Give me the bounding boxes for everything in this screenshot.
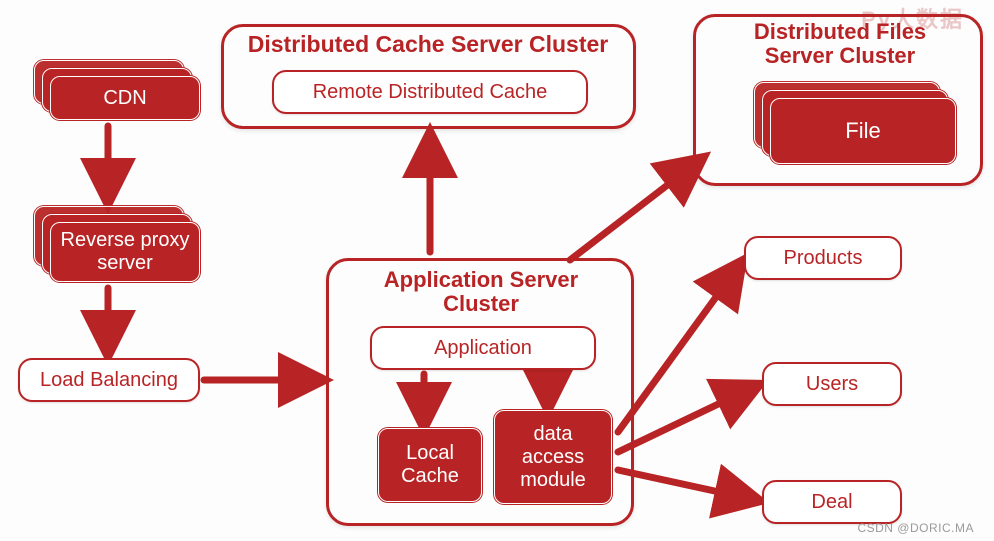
data-access-node: data access module: [494, 410, 612, 504]
files-cluster-title: Distributed Files Server Cluster: [720, 20, 960, 68]
local-cache-label: Local Cache: [389, 442, 471, 488]
reverse-proxy-label: Reverse proxy server: [50, 222, 200, 282]
load-balancing-node: Load Balancing: [18, 358, 200, 402]
application-label: Application: [434, 337, 532, 360]
data-access-label: data access module: [505, 423, 601, 492]
users-node: Users: [762, 362, 902, 406]
cdn-node: CDN: [50, 76, 200, 120]
deal-label: Deal: [811, 491, 852, 514]
products-label: Products: [784, 247, 863, 270]
watermark: CSDN @DORIC.MA: [857, 521, 974, 535]
deal-node: Deal: [762, 480, 902, 524]
application-node: Application: [370, 326, 596, 370]
reverse-proxy-node: Reverse proxy server: [50, 222, 200, 282]
remote-cache-node: Remote Distributed Cache: [272, 70, 588, 114]
cdn-label: CDN: [50, 76, 200, 120]
users-label: Users: [806, 373, 858, 396]
products-node: Products: [744, 236, 902, 280]
app-cluster-title: Application Server Cluster: [356, 268, 606, 316]
local-cache-node: Local Cache: [378, 428, 482, 502]
remote-cache-label: Remote Distributed Cache: [313, 81, 548, 104]
file-node: File: [770, 98, 956, 164]
load-balancing-label: Load Balancing: [40, 369, 178, 392]
cache-cluster-title: Distributed Cache Server Cluster: [238, 32, 618, 57]
file-label: File: [770, 98, 956, 164]
